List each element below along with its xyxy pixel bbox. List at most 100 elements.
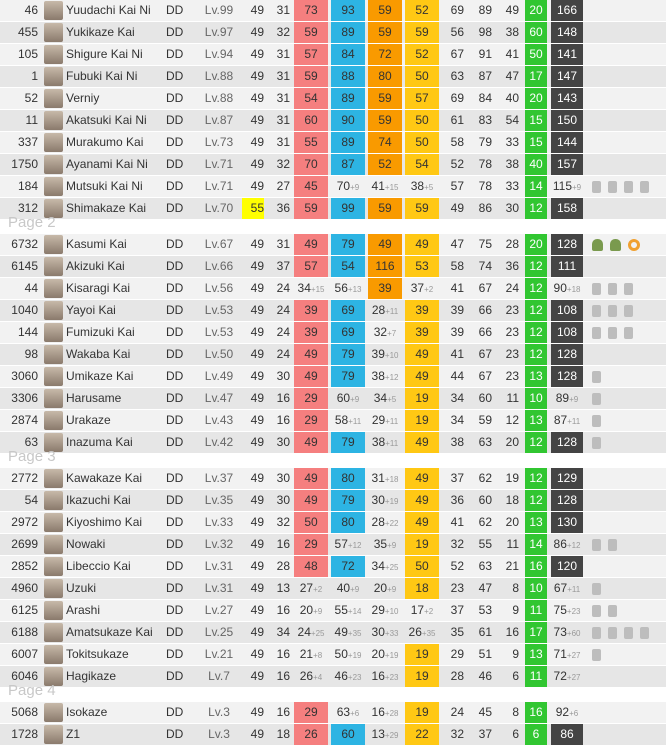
table-row[interactable]: 2874 Urakaze DD Lv.43 49 16 29 58+11 29+11 19 34 59… [0,410,666,432]
table-row[interactable]: 4960 Uzuki DD Lv.31 49 13 27+2 40+9 20+9 18 23 47 8 1… [0,578,666,600]
table-row[interactable]: 455 Yukikaze Kai DD Lv.97 49 32 59 89 59 59 56 98 38… [0,22,666,44]
ship-id-value: 6732 [11,237,38,251]
stat-antiair-bonus: +29 [384,731,399,740]
stat-hp: 49 [242,44,264,65]
ship-type-value: DD [166,413,184,427]
stat-los: 41 [497,44,519,65]
stat-firepower-value: 59 [304,69,318,83]
stat-antiair: 31+18 [368,468,402,489]
table-row[interactable]: 5068 Isokaze DD Lv.3 49 16 29 63+6 16+28 19 24 45 8 1… [0,702,666,724]
stat-hp-value: 49 [250,413,264,427]
ship-name-value: Wakaba Kai [66,347,131,361]
ship-level-value: Lv.94 [204,47,234,61]
table-row[interactable]: 46 Yuudachi Kai Ni DD Lv.99 49 31 73 93 59 52 69 89… [0,0,666,22]
stat-asw-value: 78 [478,179,492,193]
table-row[interactable]: 6125 Arashi DD Lv.27 49 16 20+9 55+14 29+10 17+2 3… [0,600,666,622]
table-row[interactable]: 6188 Amatsukaze Kai DD Lv.25 49 34 24+25 49+35 3… [0,622,666,644]
stat-firepower-value: 21 [299,647,314,661]
ring-icon [628,239,640,251]
stat-total: 128 [551,366,583,387]
stat-asw-value: 83 [478,113,492,127]
stat-asw-value: 45 [478,705,492,719]
stat-total-value: 166 [556,3,578,17]
table-row[interactable]: 337 Murakumo Kai DD Lv.73 49 31 55 89 74 50 58 79 33… [0,132,666,154]
empty-slot-icon [640,181,649,193]
table-row[interactable]: 52 Verniy DD Lv.88 49 31 54 89 59 57 69 84 40 20 143 [0,88,666,110]
ship-name: Nowaki [66,534,162,555]
ship-avatar [44,535,63,554]
stat-hp-value: 49 [250,603,264,617]
stat-total: 120 [551,556,583,577]
table-row[interactable]: 2972 Kiyoshimo Kai DD Lv.33 49 32 50 80 28+22 49 4… [0,512,666,534]
ship-id: 184 [0,176,38,197]
table-row[interactable]: 105 Shigure Kai Ni DD Lv.94 49 31 57 84 72 52 67 91… [0,44,666,66]
stat-armor-base: 32 [268,154,290,175]
stat-evasion: 58 [442,132,464,153]
stat-hp: 49 [242,110,264,131]
stat-armor-base-value: 24 [276,281,290,295]
stat-armor: 59 [405,22,439,43]
stat-armor-base: 32 [268,512,290,533]
table-row[interactable]: 144 Fumizuki Kai DD Lv.53 49 24 39 69 32+7 39 39 66… [0,322,666,344]
stat-evasion-value: 61 [450,113,464,127]
stat-asw: 66 [470,300,492,321]
stat-total-value: 89 [555,391,570,405]
ship-id-value: 6188 [11,625,38,639]
equipment-slots [592,278,640,299]
stat-armor-value: 49 [415,237,429,251]
table-row[interactable]: 63 Inazuma Kai DD Lv.42 49 30 49 79 38+11 49 38 63 2… [0,432,666,454]
stat-antiair: 35+9 [368,534,402,555]
ship-id-value: 1750 [11,157,38,171]
stat-torpedo-value: 50 [334,647,348,661]
table-row[interactable]: 6732 Kasumi Kai DD Lv.67 49 31 49 79 49 49 47 75 28 2… [0,234,666,256]
table-row[interactable]: 6046 Hagikaze DD Lv.7 49 16 26+4 46+23 16+23 19 28… [0,666,666,688]
ship-id-value: 6145 [11,259,38,273]
table-row[interactable]: 54 Ikazuchi Kai DD Lv.35 49 30 49 79 30+19 49 36 60… [0,490,666,512]
stat-antiair-value: 59 [378,3,392,17]
stat-luck: 17 [525,66,547,87]
table-row[interactable]: 44 Kisaragi Kai DD Lv.56 49 24 34+15 56+13 39 37+… [0,278,666,300]
empty-slot-icon [592,605,601,617]
table-row[interactable]: 6145 Akizuki Kai DD Lv.66 49 37 57 54 116 53 58 74 3… [0,256,666,278]
stat-torpedo: 79 [331,490,365,511]
table-row[interactable]: 312 Shimakaze Kai DD Lv.70 55 36 59 99 59 59 49 86 3… [0,198,666,220]
stat-hp: 49 [242,724,264,745]
stat-total-bonus: +6 [569,709,579,718]
stat-total-value: 150 [556,113,578,127]
stat-total-bonus: +9 [572,183,582,192]
stat-torpedo-value: 89 [341,135,355,149]
stat-torpedo: 40+9 [331,578,365,599]
ship-id-value: 2699 [11,537,38,551]
ship-level-value: Lv.70 [204,201,234,215]
stat-armor: 37+2 [405,278,439,299]
stat-torpedo: 90 [331,110,365,131]
table-row[interactable]: 3306 Harusame DD Lv.47 49 16 29 60+9 34+5 19 34 60 1… [0,388,666,410]
table-row[interactable]: 2699 Nowaki DD Lv.32 49 16 29 57+12 35+9 19 32 55 11… [0,534,666,556]
stat-los-value: 38 [505,25,519,39]
table-row[interactable]: 2852 Libeccio Kai DD Lv.31 49 28 48 72 34+25 50 52… [0,556,666,578]
table-row[interactable]: 11 Akatsuki Kai Ni DD Lv.87 49 31 60 90 59 50 61 83… [0,110,666,132]
table-row[interactable]: 2772 Kawakaze Kai DD Lv.37 49 30 49 80 31+18 49 37… [0,468,666,490]
table-row[interactable]: 1040 Yayoi Kai DD Lv.53 49 24 39 69 28+11 39 39 66 2… [0,300,666,322]
ship-type: DD [166,512,188,533]
stat-armor-base: 31 [268,234,290,255]
table-row[interactable]: 1 Fubuki Kai Ni DD Lv.88 49 31 59 88 80 50 63 87 47 1… [0,66,666,88]
table-row[interactable]: 184 Mutsuki Kai Ni DD Lv.71 49 27 45 70+9 41+15 3… [0,176,666,198]
table-row[interactable]: 1728 Z1 DD Lv.3 49 18 26 60 13+29 22 32 37 6 6 86 [0,724,666,746]
stat-armor: 57 [405,88,439,109]
table-row[interactable]: 6007 Tokitsukaze DD Lv.21 49 16 21+8 50+19 20+19… [0,644,666,666]
stat-antiair-value: 29 [371,413,386,427]
stat-armor: 49 [405,432,439,453]
table-row[interactable]: 3060 Umikaze Kai DD Lv.49 49 30 49 79 38+12 49 44 6… [0,366,666,388]
stat-armor-base: 31 [268,88,290,109]
table-row[interactable]: 98 Wakaba Kai DD Lv.50 49 24 49 79 39+10 49 41 67 23… [0,344,666,366]
stat-los: 23 [497,366,519,387]
stat-luck: 13 [525,410,547,431]
stat-evasion-value: 28 [450,669,464,683]
stat-asw-value: 91 [478,47,492,61]
stat-antiair-bonus: +19 [384,651,399,660]
empty-slot-icon [592,181,601,193]
table-row[interactable]: 1750 Ayanami Kai Ni DD Lv.71 49 32 70 87 52 54 52 7… [0,154,666,176]
stat-hp-value: 49 [250,471,264,485]
stat-armor-value: 52 [415,3,429,17]
